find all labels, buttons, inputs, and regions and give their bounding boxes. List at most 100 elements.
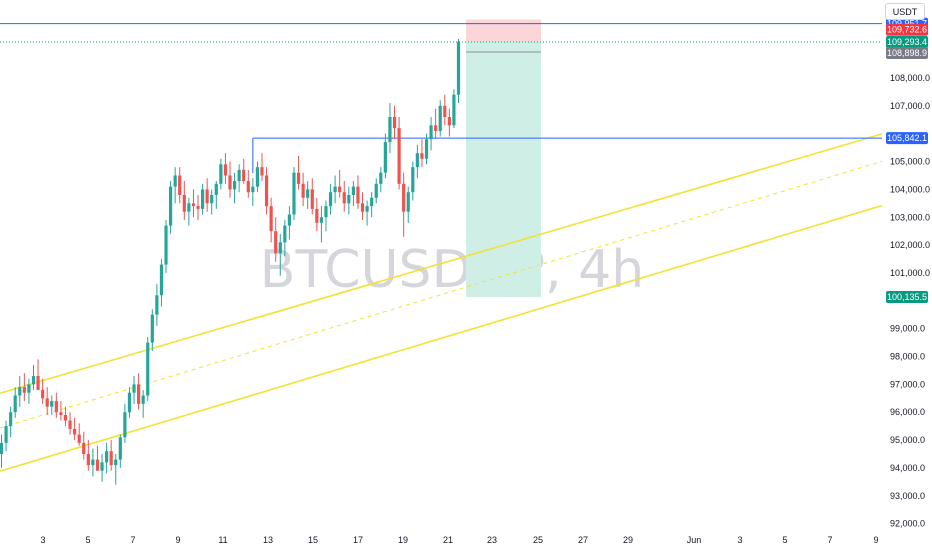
candle <box>374 178 378 204</box>
candle <box>127 387 132 418</box>
y-tick-label: 102,000.0 <box>890 240 930 250</box>
candle-body <box>173 175 177 187</box>
candle <box>13 387 17 418</box>
y-tick-label: 94,000.0 <box>890 463 925 473</box>
candle-body <box>63 415 68 421</box>
candle <box>95 445 100 471</box>
candle <box>342 181 346 212</box>
candle-body <box>22 387 26 393</box>
candle-body <box>324 206 328 218</box>
candle-body <box>105 451 109 463</box>
candle <box>411 161 415 201</box>
candle-body <box>287 214 292 226</box>
candle <box>59 401 63 421</box>
candle <box>242 158 246 184</box>
candle <box>73 417 77 441</box>
candle <box>63 406 68 427</box>
candle-body <box>27 384 31 393</box>
candle-body <box>86 454 90 466</box>
candle-body <box>255 167 260 187</box>
candle <box>429 116 433 151</box>
candle-body <box>260 167 264 176</box>
candle-body <box>36 376 40 390</box>
price-badge-bg <box>886 23 928 36</box>
candle-body <box>9 412 13 427</box>
candle-body <box>223 164 228 176</box>
x-tick-label: 23 <box>487 535 497 545</box>
candle <box>100 454 104 482</box>
candle <box>370 192 374 218</box>
x-tick-label: 11 <box>218 535 227 545</box>
candle <box>397 116 401 190</box>
y-tick-label: 97,000.0 <box>890 379 925 389</box>
x-tick-label: 25 <box>533 535 543 545</box>
candle <box>155 284 159 326</box>
candle <box>178 167 182 204</box>
price-badge-bg <box>886 46 928 59</box>
candle <box>205 178 209 212</box>
candle-body <box>164 225 168 265</box>
candle <box>219 158 223 190</box>
candle <box>365 200 369 226</box>
x-tick-label: 19 <box>398 535 408 545</box>
candle <box>173 167 177 204</box>
candle-body <box>351 186 355 195</box>
candle <box>315 197 319 232</box>
candle <box>9 406 13 438</box>
x-tick-label: 3 <box>40 535 45 545</box>
candle-body <box>123 412 127 438</box>
x-tick-label: 5 <box>85 535 90 545</box>
take-profit-zone <box>466 41 541 298</box>
x-tick-label: 9 <box>175 535 180 545</box>
candle-body <box>315 208 319 223</box>
candle <box>86 440 90 471</box>
candle <box>301 172 305 207</box>
candle-body <box>402 183 406 212</box>
candle <box>447 108 451 137</box>
candle <box>68 412 72 435</box>
candle-body <box>4 426 8 443</box>
candle <box>114 454 118 485</box>
x-tick-label: 7 <box>130 535 135 545</box>
candle <box>45 387 49 416</box>
candle-body <box>452 94 456 126</box>
y-tick-label: 98,000.0 <box>890 352 925 362</box>
candle-body <box>388 116 392 143</box>
candle-body <box>137 384 141 404</box>
candle <box>269 197 273 243</box>
candle-body <box>338 186 342 193</box>
candle-body <box>406 192 410 212</box>
candle-body <box>214 183 218 195</box>
currency-selector[interactable]: USDT <box>885 3 925 20</box>
candle <box>132 376 136 404</box>
candle-body <box>232 181 237 190</box>
candle-body <box>246 181 250 193</box>
candle <box>255 161 260 193</box>
candle <box>278 233 282 276</box>
candle <box>283 220 287 257</box>
price-badge-label: 109,951.7 <box>887 19 927 29</box>
candle-body <box>292 172 296 215</box>
candle-body <box>196 206 200 209</box>
y-tick-label: 103,000.0 <box>890 212 930 222</box>
candle-body <box>333 186 337 193</box>
candle-body <box>237 169 241 182</box>
price-badge-label: 108,898.9 <box>887 48 927 58</box>
candle <box>274 217 278 262</box>
candle-body <box>447 116 451 126</box>
price-badge-label: 100,135.5 <box>887 292 927 302</box>
candle-body <box>77 434 81 443</box>
candle <box>159 259 164 307</box>
stop-loss-zone <box>466 19 541 42</box>
candle <box>328 183 333 215</box>
candle <box>4 420 8 452</box>
candle <box>214 181 218 209</box>
candle-body <box>383 142 387 173</box>
candle <box>237 164 241 193</box>
candle-body <box>59 412 63 416</box>
y-tick-label: 95,000.0 <box>890 435 925 445</box>
candle-body <box>200 189 205 209</box>
candle <box>438 100 442 137</box>
candle-body <box>45 398 49 407</box>
